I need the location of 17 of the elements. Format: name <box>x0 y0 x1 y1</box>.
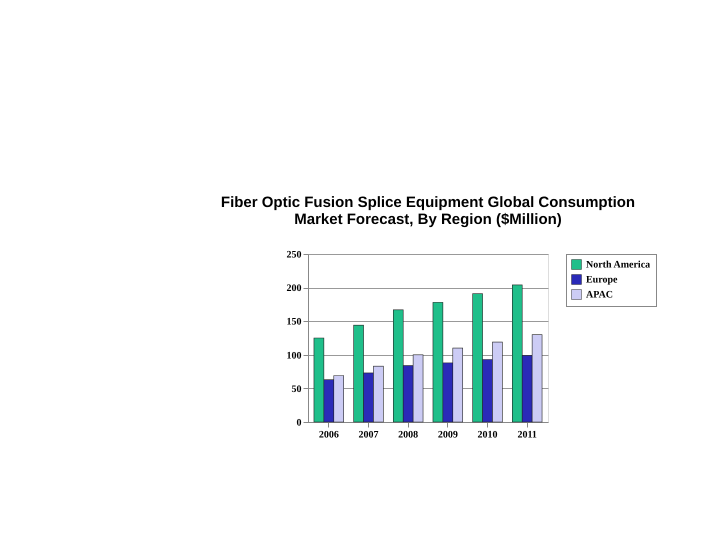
y-tick-label: 50 <box>292 384 302 395</box>
text: Fiber Optic Fusion Splice Equipment Global Consumption <box>220 194 636 211</box>
x-tick-label: 2009 <box>438 430 458 440</box>
y-tick-label: 250 <box>286 250 302 260</box>
text: Market Forecast, By Region ($Million) <box>294 211 562 228</box>
x-tick-label: 2006 <box>318 430 339 440</box>
x-tick-label: 2010 <box>478 430 498 440</box>
legend-label: Europe <box>586 274 618 286</box>
x-tick-label: 2007 <box>358 430 378 440</box>
x-tick-label: 2008 <box>398 430 418 440</box>
y-tick-label: 200 <box>286 283 302 294</box>
y-tick-label: 150 <box>286 316 302 328</box>
y-tick-label: 0 <box>296 418 302 428</box>
legend-label: APAC <box>586 290 614 300</box>
y-tick-label: 100 <box>286 350 302 362</box>
legend-label: North America <box>586 260 650 270</box>
x-tick-label: 2011 <box>517 430 537 440</box>
